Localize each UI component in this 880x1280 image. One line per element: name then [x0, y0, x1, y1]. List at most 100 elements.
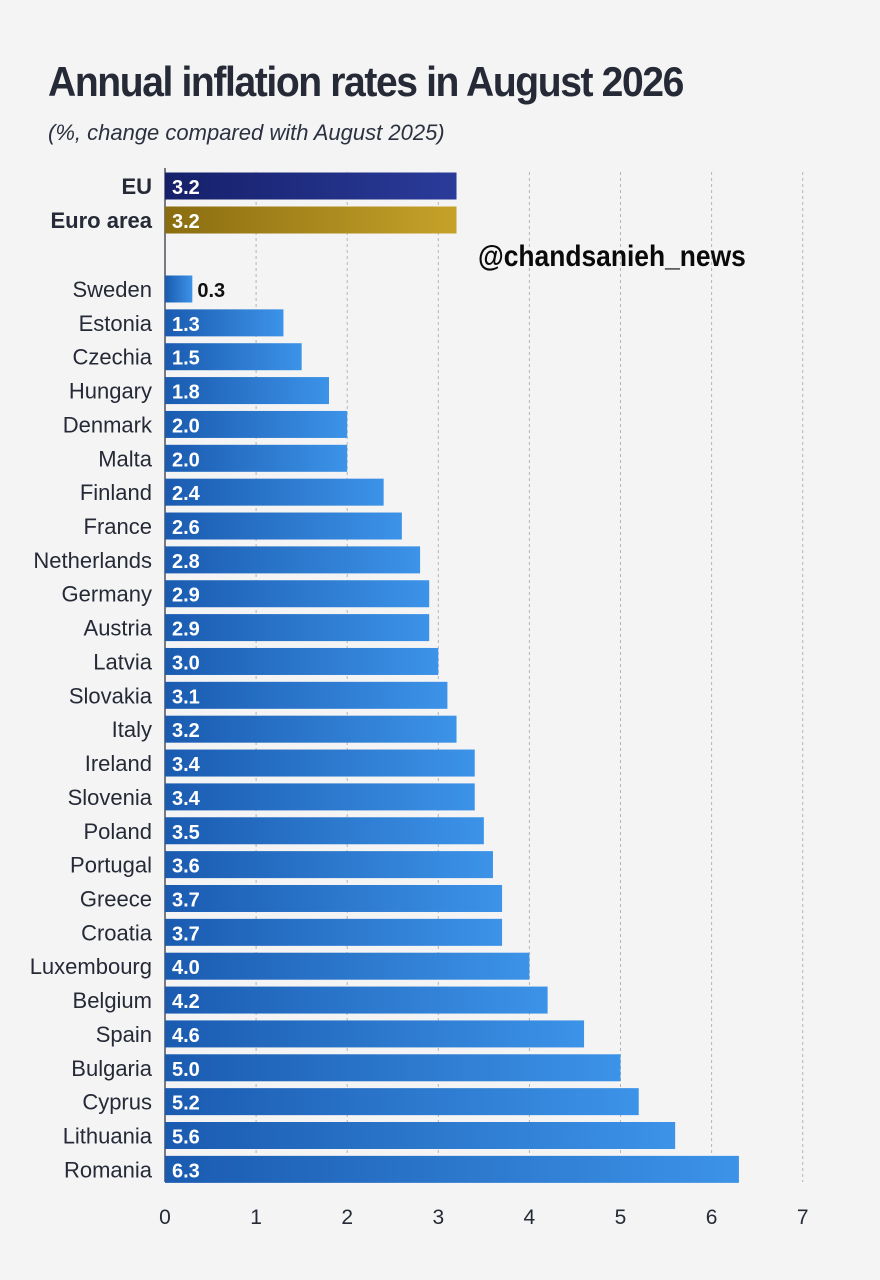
bar-belgium: [165, 986, 548, 1014]
category-label: Italy: [112, 717, 152, 742]
category-label: Romania: [64, 1157, 153, 1182]
category-label: Hungary: [69, 379, 152, 404]
bar-slovakia: [165, 681, 448, 709]
value-label: 4.0: [172, 957, 200, 979]
value-label: 2.9: [172, 619, 200, 641]
bars: [165, 172, 739, 1183]
bar-lithuania: [165, 1122, 676, 1149]
bar-portugal: [165, 851, 493, 879]
value-label: 3.2: [172, 211, 200, 233]
value-label: 6.3: [172, 1160, 200, 1182]
bar-greece: [165, 884, 503, 912]
bar-latvia: [165, 647, 439, 675]
value-label: 3.5: [172, 822, 200, 844]
category-label: Czechia: [73, 345, 153, 370]
category-label: Netherlands: [33, 548, 152, 573]
value-label: 3.7: [172, 889, 200, 911]
bar-czechia: [165, 343, 302, 371]
x-tick-label: 3: [432, 1206, 444, 1229]
category-label: Cyprus: [82, 1090, 152, 1115]
x-tick-label: 5: [615, 1206, 627, 1229]
category-label: Greece: [80, 886, 152, 911]
value-label: 5.6: [172, 1127, 200, 1149]
value-label: 3.7: [172, 923, 200, 945]
category-label: Luxembourg: [30, 954, 152, 979]
watermark-handle: @chandsanieh_news: [478, 240, 746, 273]
value-label: 3.4: [172, 788, 201, 810]
category-label: EU: [121, 174, 152, 199]
value-label: 3.6: [172, 856, 200, 878]
category-label: Ireland: [85, 751, 152, 776]
value-label: 2.4: [172, 483, 201, 505]
bar-romania: [165, 1155, 739, 1183]
category-label: Germany: [62, 582, 152, 607]
value-label: 2.0: [172, 449, 200, 471]
value-label: 2.0: [172, 415, 200, 437]
bar-germany: [165, 580, 430, 608]
bar-bulgaria: [165, 1054, 621, 1082]
category-label: Denmark: [63, 412, 153, 437]
x-tick-label: 4: [524, 1206, 536, 1229]
value-label: 3.0: [172, 652, 200, 674]
value-label: 4.6: [172, 1025, 200, 1047]
category-label: Poland: [83, 819, 152, 844]
bar-poland: [165, 817, 484, 845]
bar-finland: [165, 478, 384, 506]
bar-malta: [165, 444, 348, 472]
value-label: 5.2: [172, 1093, 200, 1115]
value-label: 2.9: [172, 585, 200, 607]
bar-hungary: [165, 377, 329, 405]
value-label: 3.1: [172, 686, 200, 708]
value-label: 1.5: [172, 348, 200, 370]
value-label: 2.6: [172, 517, 200, 539]
bar-eu: [165, 172, 457, 200]
category-label: Latvia: [93, 649, 152, 674]
bar-estonia: [165, 309, 284, 337]
category-label: Euro area: [51, 208, 153, 233]
category-label: Austria: [84, 616, 153, 641]
category-label: Lithuania: [63, 1124, 153, 1149]
category-label: Slovakia: [69, 683, 153, 708]
x-tick-label: 0: [159, 1206, 171, 1229]
bar-croatia: [165, 918, 503, 946]
bar-netherlands: [165, 546, 421, 574]
chart-title: Annual inflation rates in August 2026: [48, 58, 684, 105]
category-label: Malta: [98, 446, 153, 471]
bar-france: [165, 512, 402, 540]
category-label: Portugal: [70, 853, 152, 878]
x-tick-label: 2: [341, 1206, 353, 1229]
x-tick-label: 7: [797, 1206, 809, 1229]
bar-italy: [165, 715, 457, 743]
bar-cyprus: [165, 1088, 639, 1116]
bar-luxembourg: [165, 952, 530, 980]
value-label: 0.3: [197, 280, 225, 302]
category-label: Croatia: [81, 920, 153, 945]
bar-spain: [165, 1020, 585, 1048]
x-tick-label: 6: [706, 1206, 718, 1229]
category-label: Bulgaria: [71, 1056, 152, 1081]
category-label: France: [84, 514, 152, 539]
category-label: Belgium: [73, 988, 152, 1013]
bar-ireland: [165, 749, 475, 777]
bar-austria: [165, 614, 430, 642]
value-label: 3.2: [172, 720, 200, 742]
value-label: 1.3: [172, 314, 200, 336]
value-label: 2.8: [172, 551, 200, 573]
x-tick-label: 1: [250, 1206, 262, 1229]
chart-subtitle: (%, change compared with August 2025): [48, 120, 445, 145]
bar-slovenia: [165, 783, 475, 811]
value-label: 3.4: [172, 754, 201, 776]
value-label: 3.2: [172, 177, 200, 199]
value-label: 4.2: [172, 991, 200, 1013]
category-label: Finland: [80, 480, 152, 505]
category-label: Slovenia: [68, 785, 153, 810]
category-label: Spain: [96, 1022, 152, 1047]
bar-sweden: [165, 275, 193, 303]
bar-euro-area: [165, 206, 457, 234]
category-label: Estonia: [79, 311, 153, 336]
value-label: 5.0: [172, 1059, 200, 1081]
bar-denmark: [165, 410, 348, 438]
value-label: 1.8: [172, 382, 200, 404]
labels: 0 1 2 3 4 5 6 7 EU 3.2 Euro area 3.2 Sweden 0.3 Estoni…: [30, 174, 809, 1229]
